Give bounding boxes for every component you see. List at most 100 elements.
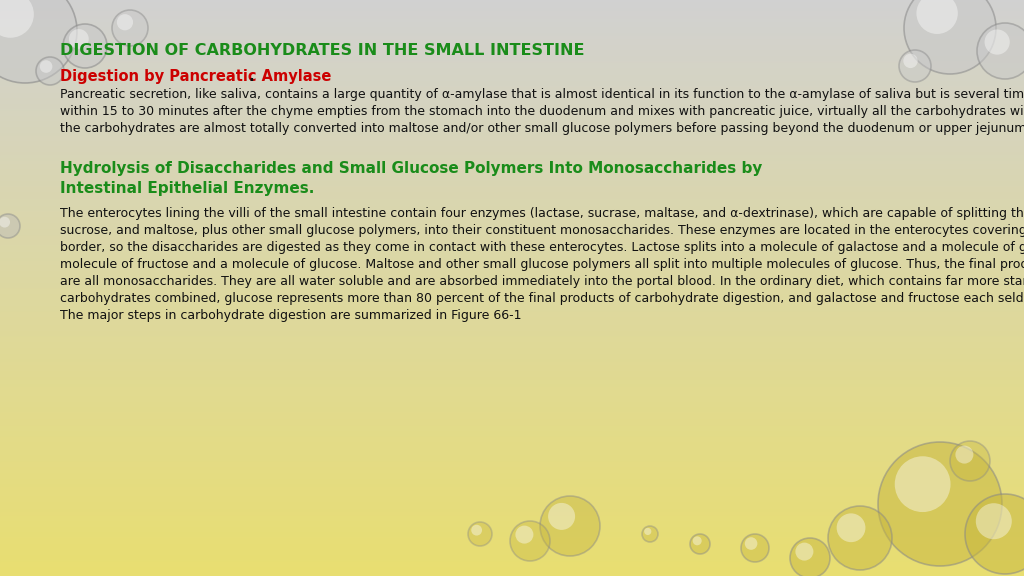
Bar xyxy=(0,287,1024,290)
Bar xyxy=(0,105,1024,108)
Bar xyxy=(0,297,1024,300)
Bar xyxy=(0,259,1024,261)
Bar xyxy=(0,278,1024,281)
Circle shape xyxy=(510,521,550,561)
Bar xyxy=(0,291,1024,294)
Bar xyxy=(0,9,1024,12)
Bar xyxy=(0,473,1024,476)
Circle shape xyxy=(63,24,106,68)
Bar xyxy=(0,299,1024,301)
Bar xyxy=(0,201,1024,203)
Bar xyxy=(0,374,1024,376)
Bar xyxy=(0,222,1024,225)
Bar xyxy=(0,130,1024,132)
Bar xyxy=(0,107,1024,109)
Bar xyxy=(0,552,1024,555)
Bar xyxy=(0,55,1024,58)
Bar xyxy=(0,347,1024,350)
Bar xyxy=(0,53,1024,56)
Bar xyxy=(0,301,1024,304)
Bar xyxy=(0,539,1024,541)
Text: Intestinal Epithelial Enzymes.: Intestinal Epithelial Enzymes. xyxy=(60,181,314,196)
Circle shape xyxy=(69,29,89,49)
Bar xyxy=(0,266,1024,269)
Bar xyxy=(0,501,1024,503)
Bar xyxy=(0,522,1024,524)
Bar xyxy=(0,541,1024,543)
Bar xyxy=(0,38,1024,40)
Circle shape xyxy=(0,214,20,238)
Bar xyxy=(0,36,1024,39)
Bar xyxy=(0,449,1024,451)
Circle shape xyxy=(741,534,769,562)
Bar xyxy=(0,147,1024,150)
Bar xyxy=(0,263,1024,265)
Bar xyxy=(0,270,1024,272)
Circle shape xyxy=(36,57,63,85)
Bar xyxy=(0,433,1024,436)
Bar xyxy=(0,272,1024,275)
Bar xyxy=(0,362,1024,365)
Bar xyxy=(0,495,1024,497)
Circle shape xyxy=(0,0,34,38)
Bar xyxy=(0,149,1024,151)
Bar xyxy=(0,312,1024,315)
Bar xyxy=(0,17,1024,19)
Circle shape xyxy=(515,525,534,544)
Bar xyxy=(0,96,1024,98)
Bar xyxy=(0,422,1024,425)
Circle shape xyxy=(878,442,1002,566)
Bar xyxy=(0,145,1024,148)
Bar xyxy=(0,380,1024,382)
Bar xyxy=(0,566,1024,569)
Bar xyxy=(0,139,1024,142)
Bar xyxy=(0,389,1024,392)
Bar xyxy=(0,493,1024,495)
Bar xyxy=(0,120,1024,123)
Bar xyxy=(0,478,1024,480)
Bar xyxy=(0,197,1024,200)
Bar xyxy=(0,59,1024,62)
Text: molecule of fructose and a molecule of glucose. Maltose and other small glucose : molecule of fructose and a molecule of g… xyxy=(60,258,1024,271)
Bar xyxy=(0,47,1024,50)
Bar xyxy=(0,349,1024,351)
Bar xyxy=(0,351,1024,353)
Bar xyxy=(0,571,1024,574)
Bar xyxy=(0,90,1024,92)
Text: Hydrolysis of Disaccharides and Small Glucose Polymers Into Monosaccharides by: Hydrolysis of Disaccharides and Small Gl… xyxy=(60,161,763,176)
Bar xyxy=(0,253,1024,255)
Bar xyxy=(0,69,1024,71)
Bar xyxy=(0,437,1024,439)
Circle shape xyxy=(976,503,1012,539)
Bar xyxy=(0,142,1024,144)
Bar xyxy=(0,174,1024,177)
Bar xyxy=(0,505,1024,507)
Circle shape xyxy=(40,60,52,73)
Bar xyxy=(0,84,1024,86)
Circle shape xyxy=(904,0,996,74)
Bar xyxy=(0,51,1024,54)
Bar xyxy=(0,334,1024,336)
Bar xyxy=(0,355,1024,357)
Bar xyxy=(0,470,1024,472)
Bar xyxy=(0,391,1024,393)
Bar xyxy=(0,234,1024,236)
Bar xyxy=(0,403,1024,405)
Bar xyxy=(0,525,1024,528)
Bar xyxy=(0,524,1024,526)
Bar xyxy=(0,251,1024,253)
Bar xyxy=(0,427,1024,430)
Bar xyxy=(0,119,1024,121)
Bar xyxy=(0,453,1024,455)
Bar xyxy=(0,376,1024,378)
Bar xyxy=(0,528,1024,530)
Bar xyxy=(0,310,1024,313)
Bar xyxy=(0,276,1024,278)
Bar xyxy=(0,324,1024,327)
Text: The major steps in carbohydrate digestion are summarized in Figure 66-1: The major steps in carbohydrate digestio… xyxy=(60,309,521,322)
Bar xyxy=(0,401,1024,403)
Bar xyxy=(0,408,1024,411)
Bar xyxy=(0,74,1024,77)
Bar xyxy=(0,32,1024,35)
Bar xyxy=(0,109,1024,111)
